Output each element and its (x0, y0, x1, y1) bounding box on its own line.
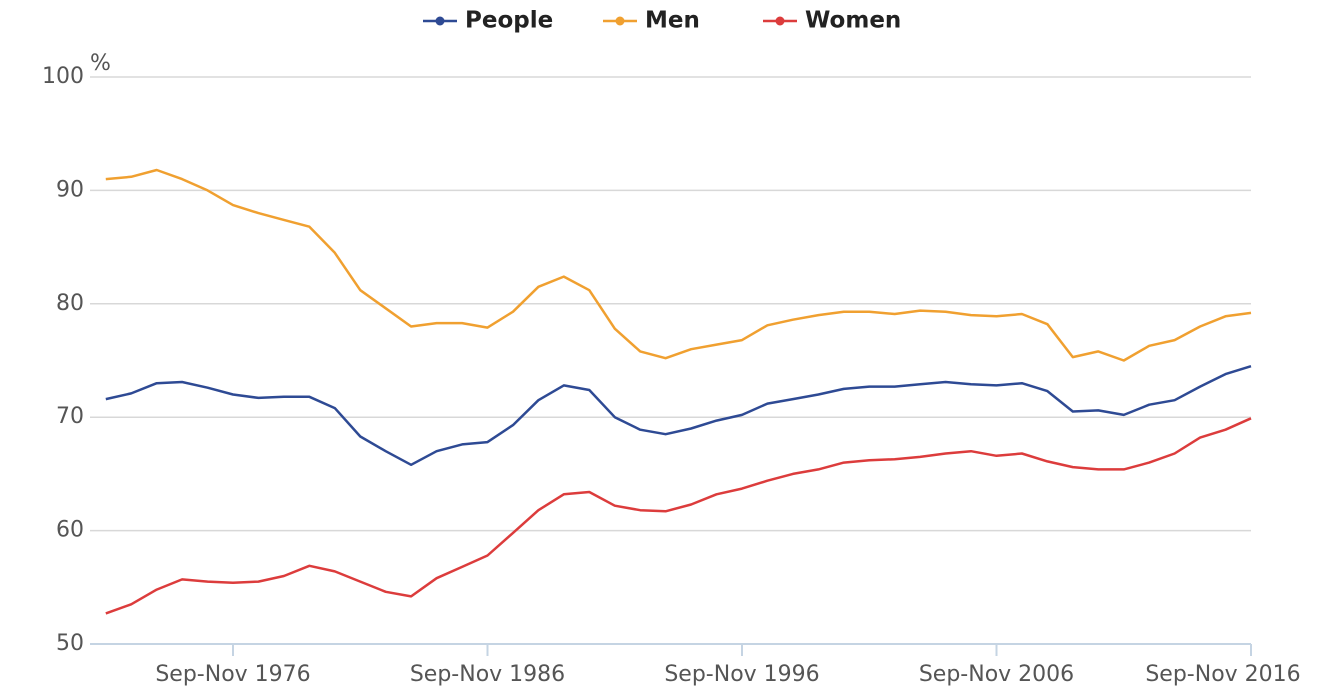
legend-label: People (465, 8, 553, 34)
y-tick-label: 70 (56, 404, 84, 429)
legend-marker (435, 16, 445, 26)
y-tick-label: 80 (56, 291, 84, 316)
x-tick-label: Sep-Nov 1976 (155, 662, 310, 687)
y-tick-label: 60 (56, 518, 84, 543)
x-tick-label: Sep-Nov 1996 (664, 662, 819, 687)
line-series (105, 168, 1252, 362)
y-unit: % (90, 51, 111, 76)
legend-marker (615, 16, 625, 26)
legend-label: Women (805, 8, 901, 34)
x-tick-label: Sep-Nov 1986 (410, 662, 565, 687)
y-tick-label: 100 (42, 64, 84, 89)
line-series (105, 417, 1252, 615)
legend-label: Men (645, 8, 700, 34)
y-tick-label: 50 (56, 631, 84, 656)
x-tick-label: Sep-Nov 2006 (919, 662, 1074, 687)
line-series (105, 365, 1252, 467)
x-tick-label: Sep-Nov 2016 (1145, 662, 1300, 687)
y-tick-label: 90 (56, 177, 84, 202)
legend-marker (775, 16, 785, 26)
